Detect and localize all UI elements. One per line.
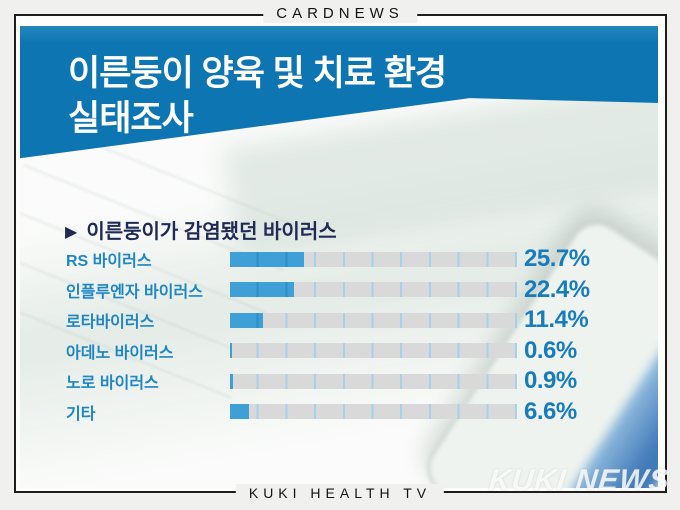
bar-fill (230, 312, 263, 328)
row-value: 6.6% (524, 397, 577, 425)
bar-track (230, 282, 517, 298)
bar-fill (230, 373, 233, 389)
row-label: RS 바이러스 (66, 253, 152, 271)
kuki-news-watermark: KUKI NEWS (487, 464, 672, 497)
row-value: 0.9% (524, 367, 577, 395)
bar-fill (230, 251, 304, 267)
chart-row: 노로 바이러스 0.9% (20, 366, 658, 397)
card-frame: 이른둥이 양육 및 치료 환경 실태조사 ▶ 이른둥이가 감염됐던 바이러스 RS… (14, 14, 667, 493)
row-label: 로타바이러스 (66, 314, 155, 332)
chart-row: 아데노 바이러스 0.6% (20, 336, 658, 367)
bar-fill (230, 282, 295, 298)
bar-fill-pattern (230, 282, 295, 298)
bar-fill-pattern (230, 312, 263, 328)
bar-fill-pattern (230, 404, 249, 420)
page-title-line1: 이른둥이 양육 및 치료 환경 (68, 54, 447, 93)
chart-row: 인플루엔자 바이러스 22.4% (20, 275, 658, 306)
bar-track (230, 373, 517, 389)
bar-fill-pattern (230, 251, 304, 267)
chart-row: 로타바이러스 11.4% (20, 305, 658, 336)
kuki-health-tv-label: KUKI HEALTH TV (235, 484, 445, 503)
card-content: 이른둥이 양육 및 치료 환경 실태조사 ▶ 이른둥이가 감염됐던 바이러스 RS… (20, 26, 658, 488)
row-value: 22.4% (524, 275, 590, 303)
row-label: 기타 (66, 405, 96, 423)
row-label: 노로 바이러스 (66, 375, 159, 393)
bar-track (230, 312, 517, 328)
bar-chart: RS 바이러스 25.7% 인플루엔자 바이러스 22.4% 로타바이러스 11… (20, 244, 658, 427)
cardnews-header-label: CARDNEWS (263, 4, 417, 23)
triangle-bullet-icon: ▶ (65, 224, 78, 241)
chart-title-text: 이른둥이가 감염됐던 바이러스 (86, 221, 337, 243)
bar-track (230, 251, 517, 267)
bar-fill-pattern (230, 373, 233, 389)
row-value: 11.4% (524, 306, 589, 334)
bar-fill-pattern (230, 343, 232, 359)
page-title-line2: 실태조사 (68, 99, 194, 138)
row-value: 0.6% (524, 336, 577, 364)
bar-track (230, 343, 517, 359)
bar-track (230, 404, 517, 420)
bar-fill (230, 343, 232, 359)
row-label: 아데노 바이러스 (66, 344, 174, 362)
chart-title: ▶ 이른둥이가 감염됐던 바이러스 (65, 215, 337, 244)
chart-row: 기타 6.6% (20, 397, 658, 428)
row-label: 인플루엔자 바이러스 (66, 283, 203, 301)
bar-fill (230, 404, 249, 420)
row-value: 25.7% (524, 245, 590, 273)
chart-row: RS 바이러스 25.7% (20, 244, 658, 275)
